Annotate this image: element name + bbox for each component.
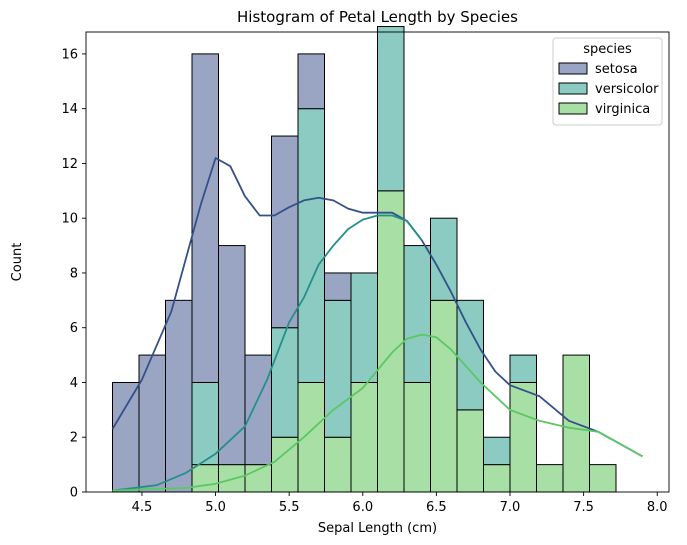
legend-title: species: [583, 42, 632, 57]
bar-setosa-bin-3: [191, 53, 219, 383]
plot-frame: [85, 31, 670, 493]
bar-virginica-bin-3: [191, 464, 219, 493]
bar-setosa-bin-7: [297, 53, 325, 110]
y-axis: 0 2 4 6 8 10 12 14 16: [61, 47, 86, 501]
legend-label-virginica: virginica: [595, 102, 650, 117]
bar-versicolor-bin-7: [297, 108, 325, 383]
bar-setosa-bin-2: [165, 299, 193, 493]
bar-versicolor-bin-9: [350, 272, 378, 383]
bar-versicolor-bin-10: [377, 26, 405, 192]
x-tick-label: 8.0: [647, 500, 668, 515]
bar-virginica-bin-12: [430, 299, 458, 493]
x-tick-label: 6.5: [426, 500, 447, 515]
bar-versicolor-bin-14: [483, 436, 511, 466]
y-tick-label: 8: [70, 266, 78, 281]
bar-virginica-bin-10: [377, 190, 405, 493]
x-tick-label: 7.0: [500, 500, 521, 515]
y-tick-label: 2: [70, 431, 78, 446]
bar-virginica-bin-11: [403, 381, 431, 493]
kde-line-virginica: [112, 333, 643, 492]
x-tick-label: 4.5: [132, 500, 153, 515]
bar-virginica-bin-9: [350, 381, 378, 493]
bar-versicolor-bin-13: [456, 299, 484, 411]
bar-versicolor-bin-12: [430, 217, 458, 301]
x-tick-label: 5.5: [279, 500, 300, 515]
legend-swatch-versicolor: [558, 82, 588, 95]
bar-virginica-bin-14: [483, 464, 511, 493]
bars: [112, 26, 617, 493]
y-tick-label: 4: [70, 376, 78, 391]
y-tick-label: 16: [61, 47, 78, 62]
y-tick-label: 0: [70, 486, 78, 501]
legend: species setosa versicolor virginica: [552, 37, 663, 126]
chart-title: Histogram of Petal Length by Species: [237, 8, 518, 26]
legend-swatch-setosa: [558, 62, 588, 75]
bar-virginica-bin-16: [536, 464, 564, 493]
bar-virginica-bin-13: [456, 409, 484, 493]
bar-setosa-bin-4: [218, 245, 246, 466]
y-tick-label: 12: [61, 157, 78, 172]
bar-virginica-bin-7: [297, 381, 325, 493]
bar-versicolor-bin-3: [191, 381, 219, 466]
bar-versicolor-bin-8: [324, 299, 352, 438]
bar-setosa-bin-0: [112, 381, 140, 493]
bar-virginica-bin-15: [509, 381, 537, 493]
legend-label-setosa: setosa: [595, 62, 638, 77]
kde-line-versicolor: [112, 214, 423, 492]
bar-setosa-bin-6: [271, 135, 299, 329]
y-tick-label: 10: [61, 212, 78, 227]
y-tick-label: 6: [70, 321, 78, 336]
x-tick-label: 7.5: [573, 500, 594, 515]
bar-setosa-bin-5: [244, 354, 272, 466]
bar-virginica-bin-18: [589, 464, 617, 493]
y-tick-label: 14: [61, 102, 78, 117]
legend-swatch-virginica: [558, 102, 588, 115]
bar-versicolor-bin-11: [403, 245, 431, 383]
x-axis: 4.5 5.0 5.5 6.0 6.5 7.0 7.5 8.0: [132, 492, 668, 515]
bar-versicolor-bin-6: [271, 327, 299, 438]
x-tick-label: 5.0: [205, 500, 226, 515]
legend-label-versicolor: versicolor: [595, 82, 659, 97]
bar-virginica-bin-8: [324, 436, 352, 493]
kde-line-setosa: [111, 157, 643, 458]
x-tick-label: 6.0: [352, 500, 373, 515]
bar-virginica-bin-4: [218, 464, 246, 493]
bar-setosa-bin-8: [324, 272, 352, 301]
kde-lines: [111, 157, 643, 492]
x-axis-label: Sepal Length (cm): [318, 521, 437, 536]
bar-versicolor-bin-15: [509, 354, 537, 383]
y-axis-label: Count: [10, 243, 25, 282]
